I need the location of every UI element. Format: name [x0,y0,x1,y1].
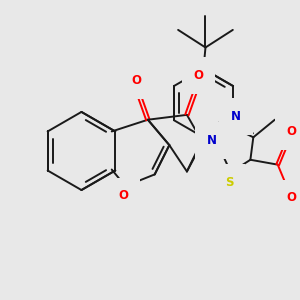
Text: S: S [225,176,233,189]
Text: N: N [231,110,241,123]
Text: O: O [286,191,296,204]
Text: N: N [207,134,217,147]
Text: O: O [194,69,204,82]
Text: O: O [118,189,128,203]
Text: CH₃: CH₃ [278,115,296,125]
Text: O: O [131,74,141,87]
Text: O: O [286,125,296,138]
